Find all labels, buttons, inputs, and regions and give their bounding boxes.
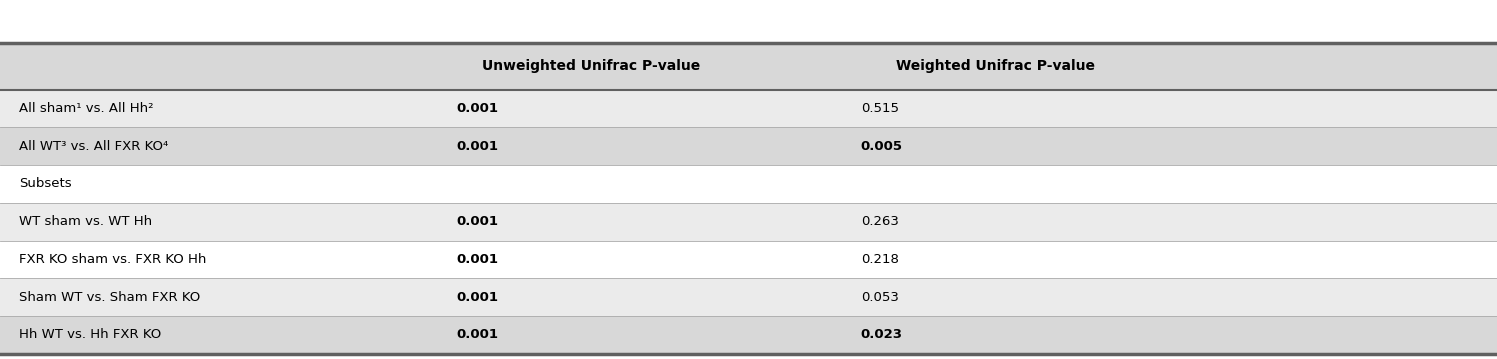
- Text: 0.001: 0.001: [457, 328, 499, 341]
- Text: 0.001: 0.001: [457, 102, 499, 115]
- Text: Unweighted Unifrac P-value: Unweighted Unifrac P-value: [482, 60, 701, 73]
- Bar: [0, 127, 1497, 165]
- Bar: [0, 278, 1497, 316]
- Bar: [0, 165, 1497, 203]
- Text: 0.515: 0.515: [861, 102, 898, 115]
- Text: 0.001: 0.001: [457, 253, 499, 266]
- Text: 0.001: 0.001: [457, 215, 499, 228]
- Text: 0.001: 0.001: [457, 140, 499, 153]
- Bar: [0, 90, 1497, 127]
- Text: 0.023: 0.023: [861, 328, 903, 341]
- Text: WT sham vs. WT Hh: WT sham vs. WT Hh: [19, 215, 153, 228]
- Bar: [0, 316, 1497, 354]
- Text: Weighted Unifrac P-value: Weighted Unifrac P-value: [897, 60, 1094, 73]
- Text: All sham¹ vs. All Hh²: All sham¹ vs. All Hh²: [19, 102, 154, 115]
- Text: 0.053: 0.053: [861, 290, 898, 304]
- Bar: [0, 203, 1497, 241]
- Text: 0.263: 0.263: [861, 215, 898, 228]
- Text: FXR KO sham vs. FXR KO Hh: FXR KO sham vs. FXR KO Hh: [19, 253, 207, 266]
- Text: Hh WT vs. Hh FXR KO: Hh WT vs. Hh FXR KO: [19, 328, 162, 341]
- Bar: [0, 241, 1497, 278]
- Text: Sham WT vs. Sham FXR KO: Sham WT vs. Sham FXR KO: [19, 290, 201, 304]
- Text: 0.005: 0.005: [861, 140, 903, 153]
- Text: 0.001: 0.001: [457, 290, 499, 304]
- Text: 0.218: 0.218: [861, 253, 898, 266]
- Bar: [0, 43, 1497, 90]
- Text: Subsets: Subsets: [19, 177, 72, 191]
- Text: All WT³ vs. All FXR KO⁴: All WT³ vs. All FXR KO⁴: [19, 140, 169, 153]
